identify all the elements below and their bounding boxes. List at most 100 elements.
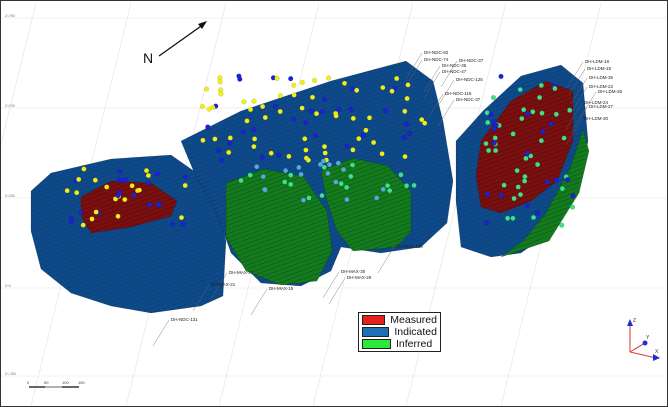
scale-tick-label: 50 [44, 380, 49, 385]
drillhole-trace [377, 246, 395, 274]
drillhole-label: DH-LDM-27 [589, 104, 614, 109]
drillhole-label: DH-MAX-21 [211, 282, 236, 287]
drillhole-collar [238, 177, 244, 184]
drillhole-collar [283, 168, 289, 174]
drillhole-collar [136, 187, 142, 193]
drillhole-collar [544, 179, 550, 185]
drillhole-trace [437, 79, 455, 107]
drillhole-collar [155, 171, 161, 177]
drillhole-label: DH-NDC-37 [456, 97, 481, 102]
drillhole-collar [325, 170, 331, 176]
drillhole-collar [272, 103, 278, 109]
drillhole-collar [552, 85, 558, 92]
drillhole-collar [483, 141, 489, 147]
texture-overlay [321, 158, 411, 251]
drillhole-collars [64, 73, 576, 228]
drillhole-collar [559, 186, 565, 192]
drillhole-collar [539, 110, 545, 116]
drillhole-collar [300, 197, 306, 203]
drillhole-label: DH-MAX-30 [341, 269, 366, 274]
drillhole-collar [80, 222, 86, 228]
drillhole-label: DH-MAX-15 [269, 286, 294, 291]
drillhole-label: DH-NDC-47 [442, 69, 467, 74]
drillhole-trace [566, 61, 584, 89]
drillhole-trace [423, 65, 441, 93]
scale-bar: 0 50 100 150 [27, 380, 85, 388]
drillhole-collar [402, 154, 408, 160]
drillhole-label: DH-NDC-36 [442, 63, 467, 68]
drillhole-collar [303, 147, 309, 153]
drillhole-collar [419, 117, 425, 123]
drillhole-collar [380, 85, 386, 91]
elevation-label: Z=750 [5, 14, 15, 18]
drillhole-collar [298, 171, 304, 177]
drillhole-collar [247, 106, 254, 113]
drillhole-collar [335, 160, 341, 166]
drillhole-collar [356, 136, 362, 142]
drillhole-collar [236, 73, 242, 79]
drillhole-collar [321, 164, 327, 170]
drillhole-collar [277, 93, 283, 99]
drillhole-collar [385, 183, 391, 189]
drillhole-collar [366, 115, 373, 121]
drillhole-collar [145, 172, 151, 179]
drillhole-label: DH-LDM-30 [584, 116, 609, 121]
drillhole-collar [349, 162, 356, 168]
drillhole-collar [64, 188, 70, 194]
texture-overlay [226, 169, 332, 285]
drillhole-collar [251, 126, 257, 132]
drillhole-trace [437, 99, 455, 127]
legend: Measured Indicated Inferred [358, 312, 441, 352]
drillhole-collar [374, 195, 380, 201]
drillhole-collar [319, 193, 325, 199]
drillhole-collar [379, 151, 385, 157]
drillhole-collar [131, 192, 137, 198]
drillhole-collar [308, 108, 314, 114]
drillhole-collar [519, 116, 525, 122]
drillhole-label: DH-LDM-25 [598, 89, 623, 94]
drillhole-collar [299, 79, 305, 85]
drillhole-collar [119, 177, 125, 183]
drillhole-collar [510, 131, 516, 137]
drillhole-collar [569, 204, 576, 210]
drillhole-trace [570, 86, 588, 114]
drillhole-collar [89, 216, 95, 222]
drillhole-labels: DH-NDC-82DH-NDC-74DH-NDC-36DH-NDC-37DH-N… [171, 50, 623, 322]
drillhole-collar [525, 111, 531, 117]
drillhole-collar [313, 111, 320, 117]
drillhole-collar [303, 120, 309, 126]
drillhole-label: DH-NDC-125 [456, 77, 483, 82]
drillhole-collar [178, 215, 185, 221]
grid-line [1, 2, 37, 146]
drillhole-collar [226, 149, 232, 155]
drillhole-label: DH-LDM-18 [585, 59, 610, 64]
drillhole-collar [204, 86, 210, 92]
drillhole-collar [93, 209, 99, 215]
drillhole-trace [440, 60, 458, 88]
drillhole-collar [498, 73, 504, 79]
drillhole-collar [492, 135, 498, 141]
drillhole-trace [423, 71, 441, 99]
drillhole-collar [553, 111, 559, 117]
drillhole-trace [210, 272, 228, 300]
drillhole-collar [259, 154, 265, 160]
drillhole-collar [227, 135, 233, 141]
drillhole-collar [320, 158, 327, 164]
drillhole-collar [491, 119, 497, 125]
drillhole-collar [534, 210, 540, 216]
north-label: N [143, 50, 154, 66]
drillhole-collar [528, 153, 534, 159]
drillhole-collar [486, 147, 492, 154]
drillhole-collar [483, 220, 489, 226]
drillhole-collar [217, 79, 223, 85]
drillhole-collar [344, 143, 350, 150]
drillhole-collar [260, 174, 266, 180]
drillhole-collar [104, 184, 110, 190]
drillhole-collar [402, 108, 408, 114]
drillhole-trace [405, 52, 423, 80]
axes-triad-icon: Z Y X [627, 318, 660, 361]
drillhole-label: DH-MAX-24 [229, 270, 254, 275]
drillhole-collar [517, 192, 524, 198]
drillhole-collar [262, 114, 268, 121]
